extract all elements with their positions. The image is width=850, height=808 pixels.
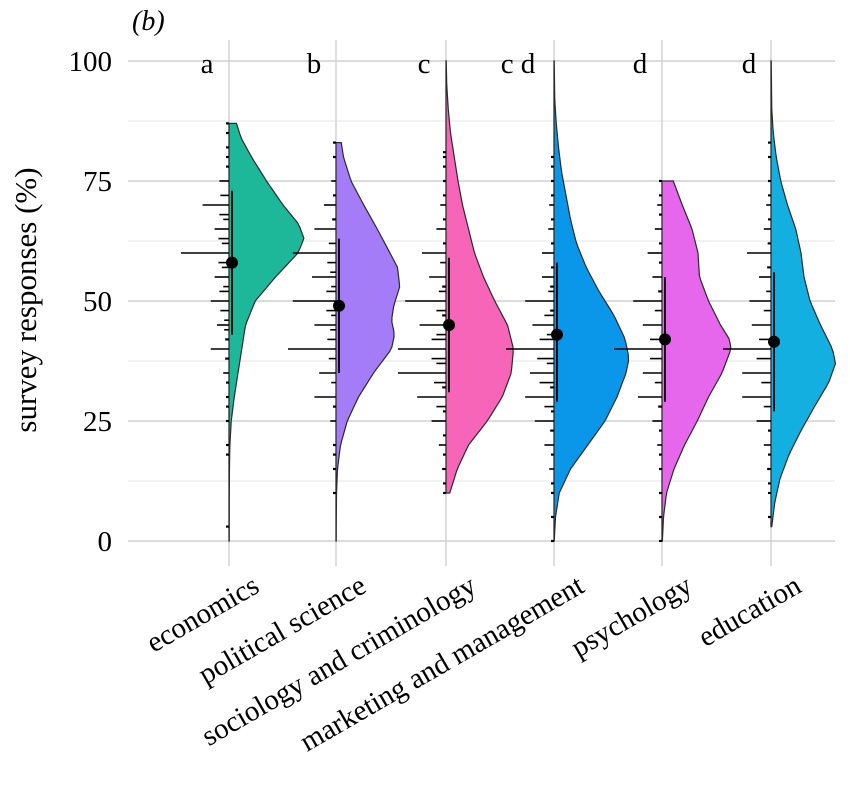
- significance-letter: a: [201, 48, 214, 80]
- y-tick-label: 25: [83, 406, 112, 438]
- y-tick-label: 50: [83, 286, 112, 318]
- mean-point: [333, 299, 345, 312]
- chart-marks: [181, 60, 837, 543]
- mean-point: [768, 335, 780, 348]
- mean-point: [659, 333, 671, 346]
- category-sociology-and-criminology: [398, 60, 514, 495]
- violin-half: [445, 60, 514, 494]
- y-tick-label: 100: [69, 46, 113, 78]
- category-economics: [181, 122, 305, 542]
- x-tick-label: education: [693, 569, 807, 653]
- category-political-science: [288, 141, 401, 542]
- y-tick-label: 75: [83, 166, 112, 198]
- y-tick-label: 0: [98, 526, 113, 558]
- category-education: [723, 60, 837, 528]
- panel-label: (b): [132, 6, 165, 37]
- violin-half: [770, 60, 837, 528]
- significance-letter: d: [633, 48, 648, 80]
- significance-letter: d: [742, 48, 757, 80]
- category-marketing-and-management: [506, 60, 630, 543]
- violin-half: [228, 122, 305, 542]
- violin-half: [553, 60, 630, 542]
- y-axis-label: survey responses (%): [8, 167, 43, 432]
- mean-point: [551, 328, 563, 341]
- significance-letter: c: [418, 48, 431, 80]
- violin-half: [335, 142, 401, 542]
- significance-letter: b: [307, 48, 322, 80]
- x-tick-label: psychology: [566, 569, 698, 664]
- significance-letter: c d: [501, 48, 536, 80]
- mean-point: [226, 256, 238, 269]
- category-psychology: [614, 179, 732, 543]
- mean-point: [443, 319, 455, 331]
- violin-half: [661, 180, 732, 542]
